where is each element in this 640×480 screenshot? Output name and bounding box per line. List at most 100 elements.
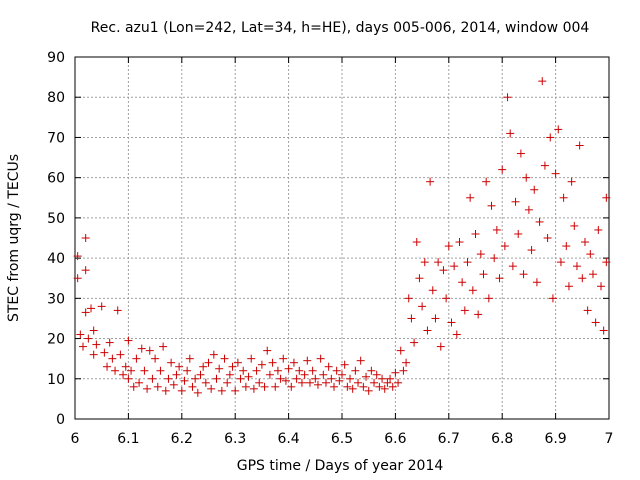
data-point bbox=[468, 286, 477, 295]
data-point bbox=[578, 274, 587, 283]
data-point bbox=[399, 366, 408, 375]
data-point bbox=[460, 306, 469, 315]
data-point bbox=[183, 366, 192, 375]
data-point bbox=[354, 378, 363, 387]
data-point bbox=[423, 326, 432, 335]
data-point bbox=[596, 282, 605, 291]
data-point bbox=[474, 310, 483, 319]
x-tick-label: 6.2 bbox=[171, 431, 193, 447]
data-point bbox=[217, 386, 226, 395]
data-point bbox=[233, 358, 242, 367]
data-point bbox=[308, 366, 317, 375]
data-point bbox=[132, 354, 141, 363]
data-point bbox=[313, 380, 322, 389]
data-point bbox=[386, 374, 395, 383]
data-point bbox=[263, 346, 272, 355]
data-point bbox=[108, 354, 117, 363]
data-point bbox=[215, 364, 224, 373]
data-point bbox=[450, 262, 459, 271]
data-point bbox=[402, 358, 411, 367]
data-point bbox=[540, 161, 549, 170]
data-point bbox=[428, 286, 437, 295]
data-point bbox=[135, 378, 144, 387]
data-point bbox=[316, 354, 325, 363]
data-point bbox=[305, 378, 314, 387]
data-point bbox=[180, 376, 189, 385]
data-point bbox=[586, 250, 595, 259]
data-point bbox=[436, 342, 445, 351]
data-point bbox=[225, 370, 234, 379]
data-point bbox=[249, 384, 258, 393]
data-point bbox=[239, 366, 248, 375]
data-point bbox=[252, 366, 261, 375]
data-point bbox=[319, 370, 328, 379]
data-point bbox=[562, 242, 571, 251]
data-point bbox=[111, 366, 120, 375]
data-point bbox=[73, 252, 82, 261]
data-point bbox=[396, 346, 405, 355]
data-point bbox=[420, 258, 429, 267]
data-point bbox=[140, 366, 149, 375]
data-point bbox=[511, 197, 520, 206]
data-point bbox=[522, 173, 531, 182]
data-point bbox=[527, 246, 536, 255]
data-point bbox=[412, 238, 421, 247]
data-point bbox=[351, 366, 360, 375]
data-point bbox=[484, 294, 493, 303]
data-point bbox=[404, 294, 413, 303]
data-point bbox=[92, 340, 101, 349]
y-tick-label: 70 bbox=[47, 130, 65, 146]
data-point bbox=[378, 374, 387, 383]
data-point bbox=[148, 374, 157, 383]
x-tick-label: 6.4 bbox=[277, 431, 299, 447]
y-tick-label: 10 bbox=[47, 372, 65, 388]
data-point bbox=[543, 234, 552, 242]
data-point bbox=[73, 274, 82, 283]
data-point bbox=[236, 374, 245, 383]
data-point bbox=[602, 193, 611, 202]
data-point bbox=[121, 362, 130, 371]
data-point bbox=[383, 378, 392, 387]
data-point bbox=[143, 384, 152, 393]
data-point bbox=[346, 374, 355, 383]
data-point bbox=[458, 278, 467, 287]
data-point bbox=[204, 358, 213, 367]
data-point bbox=[151, 354, 160, 363]
data-point bbox=[554, 125, 563, 134]
data-point bbox=[364, 386, 373, 395]
data-point bbox=[567, 177, 576, 186]
data-point bbox=[442, 294, 451, 303]
data-point bbox=[367, 366, 376, 375]
data-point bbox=[324, 362, 333, 371]
data-point bbox=[212, 374, 221, 383]
data-point bbox=[169, 380, 178, 389]
y-axis-label: STEC from uqrg / TECUs bbox=[6, 154, 22, 322]
x-tick-label: 6.5 bbox=[331, 431, 353, 447]
data-point bbox=[564, 282, 573, 291]
data-point bbox=[372, 370, 381, 379]
data-point bbox=[418, 302, 427, 311]
data-point bbox=[498, 165, 507, 174]
data-point bbox=[81, 234, 90, 242]
data-point bbox=[572, 262, 581, 271]
data-point bbox=[279, 354, 288, 363]
data-point bbox=[292, 374, 301, 383]
data-point bbox=[255, 378, 264, 387]
data-point bbox=[76, 330, 85, 339]
data-point bbox=[124, 374, 133, 383]
data-point bbox=[487, 201, 496, 210]
y-tick-label: 50 bbox=[47, 211, 65, 227]
data-point bbox=[297, 378, 306, 387]
data-point bbox=[530, 185, 539, 194]
data-point bbox=[137, 344, 146, 353]
data-point bbox=[332, 366, 341, 375]
x-tick-label: 6 bbox=[71, 431, 80, 447]
data-point bbox=[105, 338, 114, 347]
data-point bbox=[415, 274, 424, 283]
data-point bbox=[492, 225, 501, 234]
data-point bbox=[479, 270, 488, 279]
data-point bbox=[503, 93, 512, 102]
x-axis-label: GPS time / Days of year 2014 bbox=[237, 458, 444, 474]
data-point bbox=[514, 229, 523, 238]
